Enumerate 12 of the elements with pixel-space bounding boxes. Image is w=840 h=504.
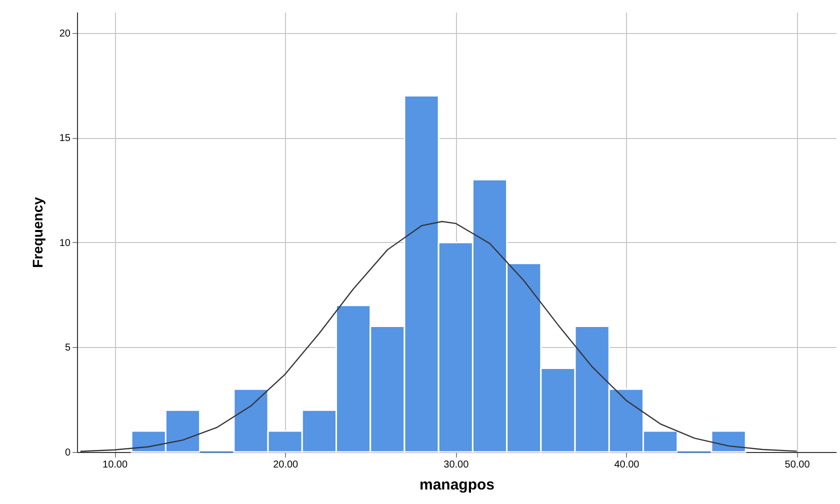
y-tick-label: 5 xyxy=(64,342,71,354)
y-tick-label: 20 xyxy=(59,28,71,40)
x-tick-label: 20.00 xyxy=(273,460,299,470)
x-tick-label: 50.00 xyxy=(784,460,810,470)
x-axis-title: managpos xyxy=(419,476,495,494)
y-tick-label: 15 xyxy=(59,133,71,144)
x-tick-label: 40.00 xyxy=(614,460,640,470)
x-tick-label: 10.00 xyxy=(102,460,128,470)
x-tick-label: 30.00 xyxy=(444,460,470,470)
y-tick-label: 10 xyxy=(59,238,71,249)
y-tick-label: 0 xyxy=(64,448,71,458)
y-axis-title: Frequency xyxy=(29,196,46,268)
